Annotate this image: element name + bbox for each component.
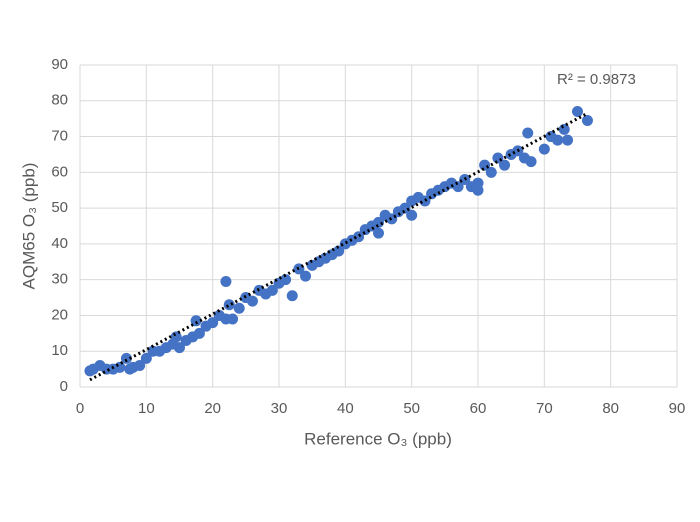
point [246, 295, 258, 307]
point [134, 360, 146, 372]
y-tick-label: 90 [51, 56, 68, 73]
point [452, 181, 464, 193]
y-tick-label: 70 [51, 128, 68, 145]
y-tick-label: 30 [51, 271, 68, 288]
point [266, 284, 278, 296]
point [562, 134, 574, 146]
point [280, 274, 292, 286]
point [190, 315, 202, 327]
point [525, 156, 537, 168]
point [140, 352, 152, 364]
point [353, 231, 365, 243]
x-tick-label: 50 [403, 400, 420, 417]
point [373, 216, 384, 228]
point [499, 159, 511, 171]
point [572, 106, 583, 118]
y-tick-label: 80 [51, 92, 68, 109]
x-tick-label: 10 [138, 400, 155, 417]
point [300, 270, 312, 282]
x-tick-label: 60 [470, 400, 487, 417]
point [459, 173, 471, 185]
point [538, 143, 550, 155]
point [223, 299, 235, 311]
point [333, 245, 345, 257]
point [233, 302, 245, 314]
x-axis-title: Reference O₃ (ppb) [304, 429, 452, 448]
y-tick-label: 10 [51, 342, 68, 359]
annotation: R² = 0.9873 [557, 71, 636, 88]
point [581, 114, 593, 126]
point [558, 123, 570, 135]
point [174, 342, 185, 354]
point [207, 317, 219, 329]
point [120, 352, 132, 364]
point [406, 209, 418, 221]
point [286, 290, 298, 302]
y-tick-label: 40 [51, 235, 68, 252]
y-tick-label: 60 [51, 163, 68, 180]
y-axis-title: AQM65 O₃ (ppb) [19, 163, 38, 290]
point [373, 227, 384, 239]
x-tick-label: 30 [271, 400, 288, 417]
x-tick-label: 90 [669, 400, 686, 417]
trendline [89, 111, 589, 382]
x-tick-label: 40 [337, 400, 354, 417]
x-tick-label: 70 [536, 400, 553, 417]
y-tick-label: 0 [60, 378, 68, 395]
point [522, 127, 534, 139]
point [220, 275, 232, 287]
point [114, 361, 126, 373]
y-tick-label: 20 [51, 306, 68, 323]
point [419, 195, 431, 207]
point [472, 184, 484, 196]
x-tick-label: 80 [602, 400, 619, 417]
point [485, 166, 497, 178]
x-tick-label: 0 [76, 400, 84, 417]
point [227, 313, 239, 325]
point [552, 134, 564, 146]
y-tick-label: 50 [51, 199, 68, 216]
point [193, 327, 205, 339]
x-tick-label: 20 [204, 400, 221, 417]
